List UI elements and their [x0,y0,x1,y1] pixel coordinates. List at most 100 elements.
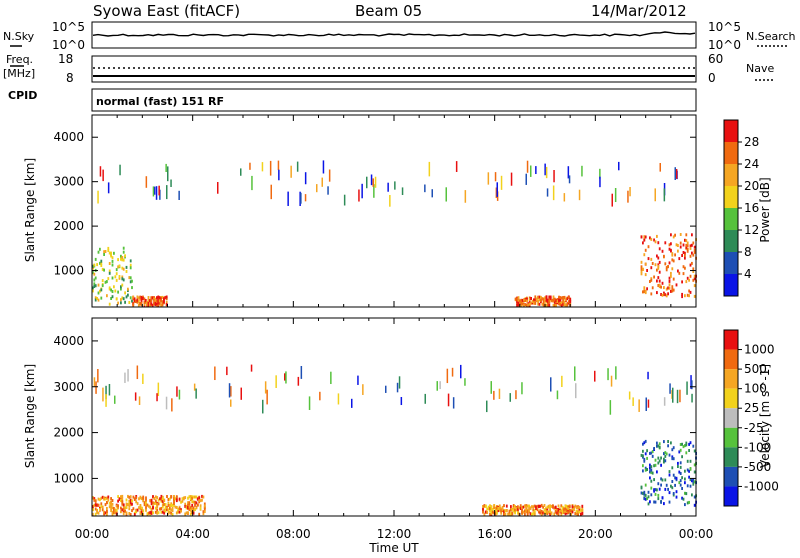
echo-cell [124,509,126,513]
echo-cell [484,504,487,508]
echo-cell [692,278,695,282]
echo-cell [168,497,171,501]
echo-cell [517,301,520,305]
echo-cell [531,505,533,509]
echo-cell [124,300,126,304]
echo-cell [129,266,132,270]
echo-cell [594,370,596,382]
echo-cell [510,172,513,186]
echo-cell [125,513,128,517]
echo-cell [503,510,505,514]
echo-cell [664,262,667,266]
y-tick-label: 1000 [53,264,84,278]
y-tick-label: 3000 [53,175,84,189]
echo-cell [167,508,170,512]
echo-cell [486,400,488,413]
echo-cell [156,496,159,500]
echo-cell [319,391,321,401]
echo-cell [515,508,518,512]
echo-cell [214,366,216,381]
echo-cell [121,296,124,300]
echo-cell [135,510,138,514]
echo-cell [487,172,490,185]
echo-cell [609,400,612,415]
echo-cell [643,290,646,294]
echo-cell [185,511,188,515]
echo-cell [691,243,693,247]
echo-cell [510,512,512,516]
echo-cell [489,504,491,508]
echo-cell [170,502,173,506]
echo-cell [677,249,679,253]
echo-cell [165,396,168,410]
echo-cell [578,510,581,514]
echo-cell [278,169,280,181]
echo-cell [159,497,161,501]
echo-cell [671,480,674,483]
echo-cell [660,500,662,504]
echo-cell [675,283,678,287]
echo-cell [577,510,579,514]
echo-cell [679,448,682,452]
echo-cell [117,499,119,503]
echo-cell [139,507,142,511]
echo-cell [111,259,114,263]
echo-cell [137,296,140,300]
echo-cell [668,261,671,265]
echo-cell [644,262,647,266]
echo-cell [644,452,647,456]
echo-cell [361,183,363,199]
echo-cell [664,451,667,455]
echo-cell [104,250,107,253]
echo-cell [165,302,168,306]
echo-cell [327,186,329,195]
echo-cell [649,466,651,470]
echo-cell [668,473,671,477]
echo-cell [110,504,112,508]
colorbar-segment [724,252,738,274]
echo-cell [560,296,563,300]
echo-cell [549,511,551,514]
echo-cell [170,504,173,508]
echo-cell [538,298,541,302]
echo-cell [199,506,202,510]
echo-cell [149,303,151,307]
echo-cell [111,502,114,506]
echo-cell [521,508,523,512]
echo-cell [682,445,685,449]
noise-right-top-tick: 10^5 [708,20,741,34]
echo-cell [122,509,125,513]
echo-cell [537,295,539,299]
echo-cell [558,298,560,302]
echo-cell [107,249,110,252]
echo-cell [553,506,556,510]
echo-cell [140,512,143,516]
velocity-panel: 1000 2000 3000 4000 Slant Range [km] [23,317,697,517]
echo-cell [562,296,565,300]
echo-cell [519,507,522,510]
echo-cell [647,371,649,380]
echo-cell [195,495,198,499]
echo-cell [108,287,111,291]
echo-cell [94,503,97,507]
echo-cell [505,509,508,512]
echo-cell [544,296,546,300]
echo-cell [539,504,542,508]
echo-cell [124,372,126,383]
echo-cell [94,296,97,300]
echo-cell [104,280,107,284]
echo-cell [517,507,519,511]
echo-cell [165,295,168,299]
echo-cell [96,297,98,300]
echo-cell [163,498,166,502]
echo-cell [149,505,152,509]
echo-cell [577,506,579,510]
echo-cell [125,265,128,269]
echo-cell [489,512,491,516]
echo-cell [145,501,147,505]
echo-cell [92,496,94,500]
echo-cell [537,300,539,303]
echo-cell [100,262,103,266]
echo-cell [522,510,525,514]
echo-cell [525,505,528,509]
